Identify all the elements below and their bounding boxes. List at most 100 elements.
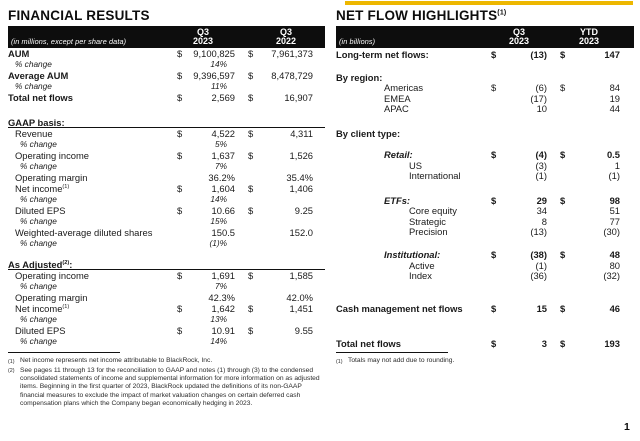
row-label: By region:	[336, 71, 383, 83]
table-row: % change 13%	[8, 314, 325, 325]
value-col2: 46	[609, 303, 620, 314]
value-col1: (1)	[535, 259, 547, 271]
row-label: Average AUM	[8, 70, 69, 81]
row-label: Diluted EPS	[15, 325, 66, 336]
dollar-sign: $	[560, 249, 566, 260]
footnote-marker: (2)	[8, 368, 15, 375]
value-col1: (1)%	[209, 238, 227, 248]
row-label: Revenue	[15, 128, 53, 139]
table-row: Total net flows $2,569 $16,907	[8, 92, 325, 103]
row-label: AUM	[8, 48, 30, 59]
footnote-marker: (1)	[336, 358, 343, 365]
dollar-sign: $	[491, 337, 497, 349]
dollar-sign: $	[248, 70, 254, 81]
value-col2: 1,406	[289, 183, 313, 194]
row-label: International	[409, 170, 461, 181]
dollar-sign: $	[248, 150, 254, 161]
table-row: Revenue $4,522 $4,311	[8, 128, 325, 139]
table-row: % change 15%	[8, 216, 325, 227]
value-col1: (3)	[535, 159, 547, 171]
value-col1: 29	[536, 194, 547, 206]
value-col1: 10	[536, 103, 547, 114]
row-label: % change	[20, 139, 57, 149]
footnote-text: Totals may not add due to rounding.	[348, 357, 455, 364]
row-label: Precision	[409, 226, 448, 237]
row-label: Index	[409, 270, 432, 281]
dollar-sign: $	[560, 194, 566, 206]
dollar-sign: $	[560, 303, 566, 314]
value-col1: 1,642	[211, 303, 235, 314]
value-col1: 10.91	[211, 325, 235, 336]
table-row: Institutional: $ (38) $48	[336, 249, 634, 261]
value-col1: 14%	[210, 194, 227, 204]
row-label: Operating margin	[15, 292, 88, 303]
row-label: ETFs:	[384, 194, 411, 206]
dollar-sign: $	[491, 194, 497, 206]
dollar-sign: $	[248, 205, 254, 216]
table-row: US (3) 1	[336, 159, 634, 172]
row-label: % change	[20, 161, 57, 171]
value-col2: 7,961,373	[271, 48, 313, 59]
value-col1: 15%	[210, 216, 227, 226]
dollar-sign: $	[491, 49, 497, 60]
table-row: Weighted-average diluted shares 150.5 152.…	[8, 227, 325, 238]
dollar-sign: $	[491, 303, 497, 314]
table-row: Operating income $1,637 $1,526	[8, 150, 325, 161]
dollar-sign: $	[177, 150, 183, 161]
table-row: AUM $9,100,825 $7,961,373	[8, 48, 325, 59]
net-flow-highlights-panel: NET FLOW HIGHLIGHTS(1) (in billions) Q3 …	[336, 0, 634, 441]
table-row: Active (1) 80	[336, 259, 634, 272]
value-col2: 0.5	[606, 149, 620, 160]
dollar-sign: $	[491, 249, 497, 260]
row-label: % change	[20, 314, 57, 324]
dollar-sign: $	[248, 183, 254, 194]
table-row: International (1) (1)	[336, 170, 634, 182]
value-col1: 13%	[210, 314, 227, 324]
dollar-sign: $	[177, 325, 183, 336]
value-col1: 14%	[210, 59, 227, 69]
value-col2: 48	[609, 249, 620, 260]
table-row: % change 11%	[8, 81, 325, 92]
value-col1: 42.3%	[208, 292, 235, 303]
value-col1: 1,691	[211, 270, 235, 281]
row-label: % change	[20, 216, 57, 226]
value-col2: 51	[609, 205, 620, 216]
dollar-sign: $	[248, 92, 254, 103]
footnote-marker: (1)	[62, 303, 70, 310]
value-col1: (36)	[530, 270, 547, 281]
table-row: Americas $ (6) $84	[336, 82, 634, 94]
value-col2: (1)	[608, 170, 620, 181]
value-col2: 147	[604, 49, 620, 60]
value-col1: 2,569	[211, 92, 235, 103]
row-label: Core equity	[409, 205, 457, 216]
dollar-sign: $	[248, 48, 254, 59]
dollar-sign: $	[560, 49, 566, 60]
footnote-marker: (1)	[8, 358, 15, 365]
row-label: % change	[20, 281, 57, 291]
net-flow-rows: Long-term net flows: $ (13) $147 By region: A…	[336, 48, 634, 349]
table-row: Operating income $1,691 $1,585	[8, 270, 325, 281]
net-flow-table-header: (in billions) Q3 2023 YTD 2023	[336, 26, 634, 48]
value-col2: 84	[609, 82, 620, 93]
financial-results-rows: AUM $9,100,825 $7,961,373% change 14% Averag…	[8, 48, 325, 347]
value-col2: 80	[609, 259, 620, 271]
table-row: Retail: $ (4) $0.5	[336, 149, 634, 161]
column-header-q3-2023: Q3 2023	[508, 26, 530, 47]
value-col2: 35.4%	[286, 172, 313, 183]
footnote-marker: (2)	[62, 259, 70, 266]
value-col1: 7%	[215, 281, 227, 291]
row-label: Americas	[384, 82, 424, 93]
value-col2: 193	[604, 337, 620, 349]
value-col2: 1,585	[289, 270, 313, 281]
table-row: % change 14%	[8, 59, 325, 70]
net-flow-highlights-title: NET FLOW HIGHLIGHTS(1)	[336, 8, 507, 23]
value-col1: 34	[536, 205, 547, 216]
value-col1: 1,604	[211, 183, 235, 194]
dollar-sign: $	[248, 270, 254, 281]
value-col1: (38)	[530, 249, 547, 260]
footnote: (1) Net income represents net income att…	[8, 357, 325, 366]
column-header-ytd-2023: YTD 2023	[578, 26, 600, 47]
value-col2: 9.55	[294, 325, 313, 336]
table-row: Cash management net flows $15 $46	[336, 303, 634, 315]
table-row: Total net flows $3 $193	[336, 337, 634, 350]
